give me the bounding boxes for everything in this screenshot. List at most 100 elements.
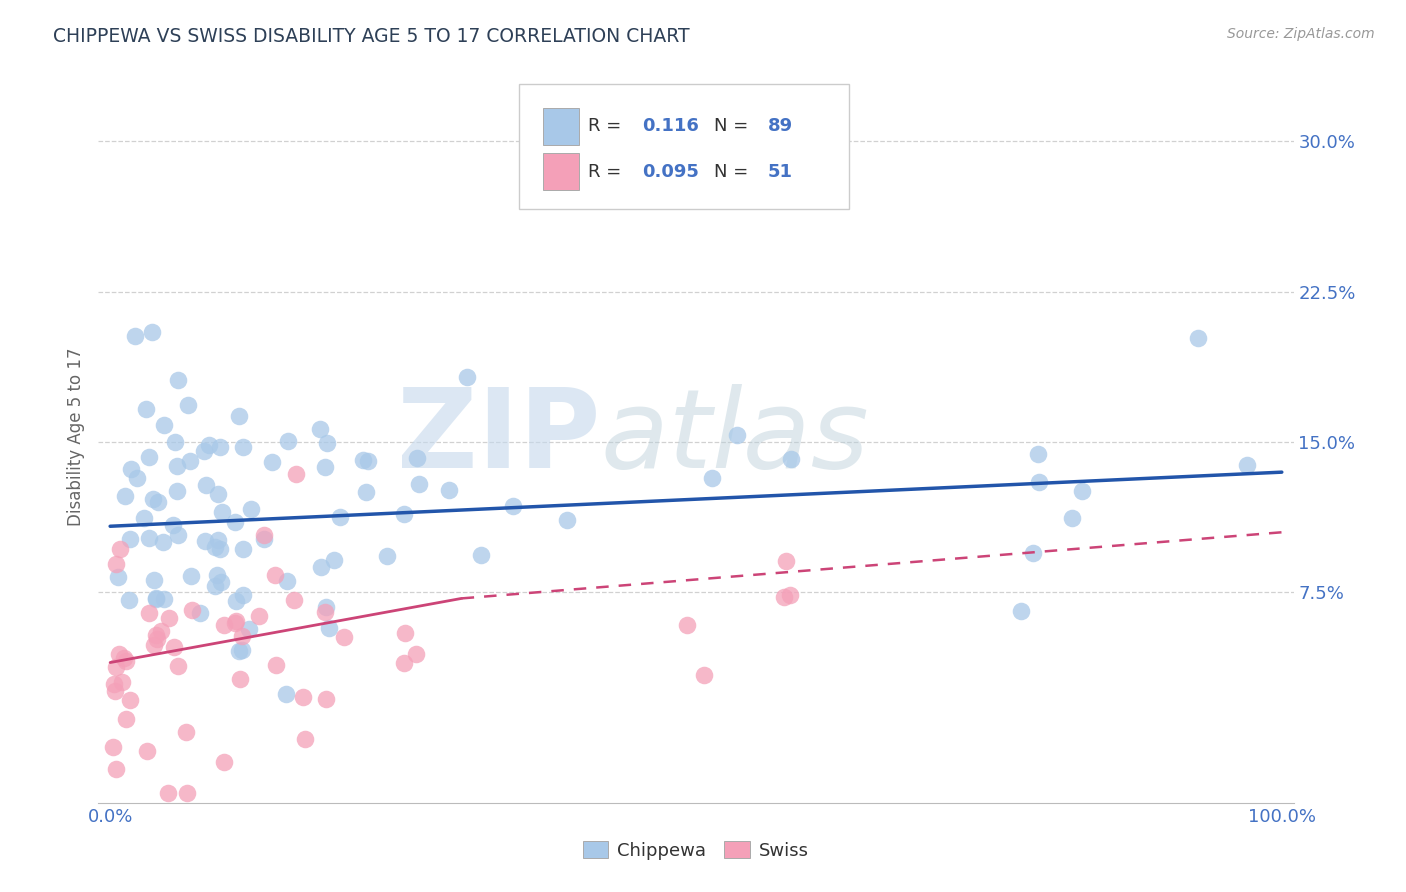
Text: R =: R = <box>589 117 627 136</box>
Point <box>1062 511 1084 525</box>
Point <box>318 621 340 635</box>
Point <box>232 542 254 557</box>
Point <box>163 640 186 655</box>
Point <box>262 455 284 469</box>
Point <box>700 471 723 485</box>
Point <box>141 491 163 506</box>
Point <box>394 625 416 640</box>
Point <box>138 450 160 464</box>
Point <box>225 614 247 628</box>
Point <box>1026 447 1049 461</box>
Point <box>224 515 246 529</box>
Point <box>456 369 478 384</box>
Text: Source: ZipAtlas.com: Source: ZipAtlas.com <box>1227 27 1375 41</box>
Point <box>146 495 169 509</box>
Point <box>163 435 186 450</box>
Point <box>772 590 794 604</box>
Point <box>264 657 287 672</box>
Point <box>115 653 138 667</box>
Point <box>166 659 188 673</box>
Point <box>238 623 260 637</box>
Point <box>124 329 146 343</box>
FancyBboxPatch shape <box>543 108 579 145</box>
Point <box>231 629 253 643</box>
Point <box>105 762 128 776</box>
Text: 0.116: 0.116 <box>643 117 699 136</box>
Point <box>1022 546 1045 560</box>
Point <box>394 656 416 670</box>
Point <box>114 489 136 503</box>
Point <box>150 624 173 638</box>
Point <box>315 692 337 706</box>
Point <box>111 674 134 689</box>
Text: N =: N = <box>714 162 754 180</box>
Point <box>153 591 176 606</box>
Point <box>177 398 200 412</box>
Point <box>375 549 398 563</box>
Point <box>118 592 141 607</box>
Point <box>176 724 198 739</box>
Point <box>166 373 188 387</box>
Text: atlas: atlas <box>600 384 869 491</box>
Point <box>145 627 167 641</box>
Point <box>276 574 298 588</box>
Point <box>356 454 378 468</box>
Point <box>118 693 141 707</box>
Point <box>176 786 198 800</box>
Point <box>108 647 131 661</box>
Point <box>284 467 307 482</box>
Text: N =: N = <box>714 117 754 136</box>
Point <box>316 436 339 450</box>
Point <box>132 511 155 525</box>
Point <box>314 460 336 475</box>
Point <box>779 588 801 602</box>
Point <box>143 574 166 588</box>
Point <box>104 659 127 673</box>
Point <box>239 502 262 516</box>
Point <box>780 451 803 466</box>
Point <box>207 533 229 547</box>
Point <box>232 440 254 454</box>
Point <box>208 542 231 557</box>
Point <box>322 553 344 567</box>
Point <box>104 557 127 571</box>
Point <box>114 712 136 726</box>
Point <box>207 567 229 582</box>
Text: R =: R = <box>589 162 627 180</box>
Point <box>247 608 270 623</box>
Point <box>121 462 143 476</box>
Point <box>437 483 460 497</box>
Point <box>555 512 578 526</box>
Point <box>145 591 167 606</box>
Point <box>315 599 337 614</box>
Point <box>354 485 377 500</box>
Text: 51: 51 <box>768 162 793 180</box>
Point <box>157 611 180 625</box>
Point <box>231 642 253 657</box>
Point <box>138 531 160 545</box>
Point <box>104 684 127 698</box>
Point <box>212 756 235 770</box>
Point <box>309 422 332 436</box>
Point <box>294 731 316 746</box>
Legend: Chippewa, Swiss: Chippewa, Swiss <box>576 834 815 867</box>
Point <box>107 570 129 584</box>
Point <box>264 567 287 582</box>
Point <box>197 438 219 452</box>
Text: CHIPPEWA VS SWISS DISABILITY AGE 5 TO 17 CORRELATION CHART: CHIPPEWA VS SWISS DISABILITY AGE 5 TO 17… <box>53 27 690 45</box>
Point <box>470 548 492 562</box>
Point <box>204 579 226 593</box>
Point <box>204 541 226 555</box>
Text: ZIP: ZIP <box>396 384 600 491</box>
Point <box>329 510 352 524</box>
Point <box>180 603 202 617</box>
Point <box>283 593 305 607</box>
Point <box>135 402 157 417</box>
Point <box>408 477 430 491</box>
Point <box>394 508 416 522</box>
Point <box>138 606 160 620</box>
Point <box>693 668 716 682</box>
Point <box>676 618 699 632</box>
FancyBboxPatch shape <box>519 84 849 209</box>
Point <box>190 606 212 620</box>
